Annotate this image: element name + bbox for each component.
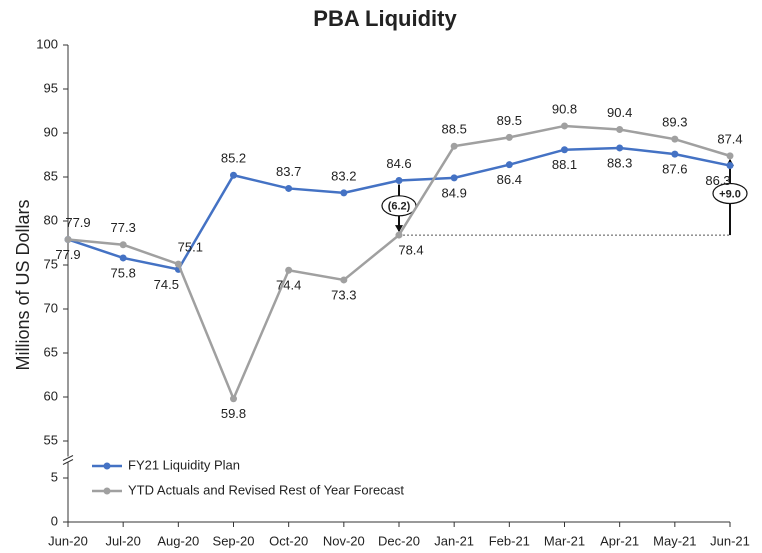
y-tick-label: 85 — [44, 168, 58, 183]
y-tick-label: 5 — [51, 469, 58, 484]
data-point — [119, 254, 127, 262]
data-label: 77.3 — [111, 220, 136, 235]
data-label: 90.8 — [552, 101, 577, 116]
y-tick-label: 95 — [44, 80, 58, 95]
x-tick-label: Dec-20 — [378, 533, 420, 548]
data-point — [230, 171, 237, 179]
axis-break-gap — [62, 456, 74, 463]
data-label: 83.7 — [276, 164, 301, 179]
x-tick-label: Jan-21 — [434, 533, 474, 548]
data-point — [726, 152, 734, 160]
data-label: 83.2 — [331, 168, 356, 183]
data-point — [561, 122, 568, 130]
data-label: 89.3 — [662, 115, 687, 130]
data-point — [726, 162, 734, 170]
data-point — [450, 142, 458, 150]
data-point — [671, 150, 679, 158]
legend-marker — [103, 487, 111, 495]
data-label: 74.4 — [276, 278, 301, 293]
data-point — [616, 144, 624, 152]
arrow-head — [395, 225, 403, 233]
annotation-bubble — [712, 182, 748, 205]
data-label: 77.9 — [55, 247, 80, 262]
data-point — [395, 231, 403, 239]
data-point — [505, 133, 513, 141]
data-label: 84.9 — [442, 185, 467, 200]
y-tick-label: 70 — [44, 300, 58, 315]
data-point — [230, 395, 237, 403]
y-tick-label: 60 — [44, 388, 58, 403]
data-label: 86.3 — [705, 173, 730, 188]
legend-marker — [103, 462, 111, 470]
data-label: 75.8 — [111, 265, 136, 280]
x-tick-label: Feb-21 — [489, 533, 530, 548]
data-label: 74.5 — [154, 277, 179, 292]
y-tick-label: 75 — [44, 256, 58, 271]
y-tick-label: 90 — [44, 124, 58, 139]
data-point — [616, 125, 624, 133]
legend-label: YTD Actuals and Revised Rest of Year For… — [128, 482, 404, 497]
y-tick-label: 80 — [44, 212, 58, 227]
x-tick-label: Aug-20 — [157, 533, 199, 548]
x-tick-label: May-21 — [653, 533, 696, 548]
chart-title: PBA Liquidity — [313, 6, 457, 31]
y-tick-label: 65 — [44, 344, 58, 359]
data-label: 88.3 — [607, 155, 632, 170]
data-label: 90.4 — [607, 105, 632, 120]
data-label: 87.4 — [717, 131, 742, 146]
data-point — [505, 161, 513, 169]
data-point — [561, 146, 568, 154]
x-tick-label: Jun-20 — [48, 533, 88, 548]
data-point — [340, 276, 348, 284]
x-tick-label: Nov-20 — [323, 533, 365, 548]
data-label: 86.4 — [497, 172, 522, 187]
x-tick-label: Oct-20 — [269, 533, 308, 548]
y-tick-label: 100 — [36, 36, 58, 51]
data-label: 59.8 — [221, 406, 246, 421]
data-label: 78.4 — [398, 243, 423, 258]
data-point — [285, 184, 293, 192]
data-point — [340, 189, 348, 197]
x-tick-label: Apr-21 — [600, 533, 639, 548]
x-tick-label: Sep-20 — [213, 533, 255, 548]
data-label: 89.5 — [497, 113, 522, 128]
data-label: 75.1 — [178, 240, 203, 255]
legend-label: FY21 Liquidity Plan — [128, 457, 240, 472]
data-label: 77.9 — [65, 215, 90, 230]
data-label: 84.6 — [386, 156, 411, 171]
x-tick-label: Jul-20 — [105, 533, 140, 548]
data-point — [64, 235, 72, 243]
data-point — [671, 135, 679, 143]
data-point — [450, 174, 458, 182]
axis-break — [62, 459, 74, 465]
y-tick-label: 0 — [51, 513, 58, 528]
data-label: 88.1 — [552, 157, 577, 172]
annotation: (6.2) — [388, 201, 411, 213]
data-point — [285, 266, 293, 274]
data-point — [395, 177, 403, 185]
annotation: +9.0 — [719, 188, 741, 200]
y-axis-label: Millions of US Dollars — [13, 199, 33, 370]
x-tick-label: Mar-21 — [544, 533, 585, 548]
data-label: 88.5 — [442, 122, 467, 137]
data-label: 85.2 — [221, 151, 246, 166]
data-label: 87.6 — [662, 162, 687, 177]
data-point — [119, 241, 127, 249]
data-point — [174, 260, 182, 268]
x-tick-label: Jun-21 — [710, 533, 750, 548]
y-tick-label: 55 — [44, 432, 58, 447]
axis-break — [62, 455, 74, 461]
data-label: 73.3 — [331, 287, 356, 302]
